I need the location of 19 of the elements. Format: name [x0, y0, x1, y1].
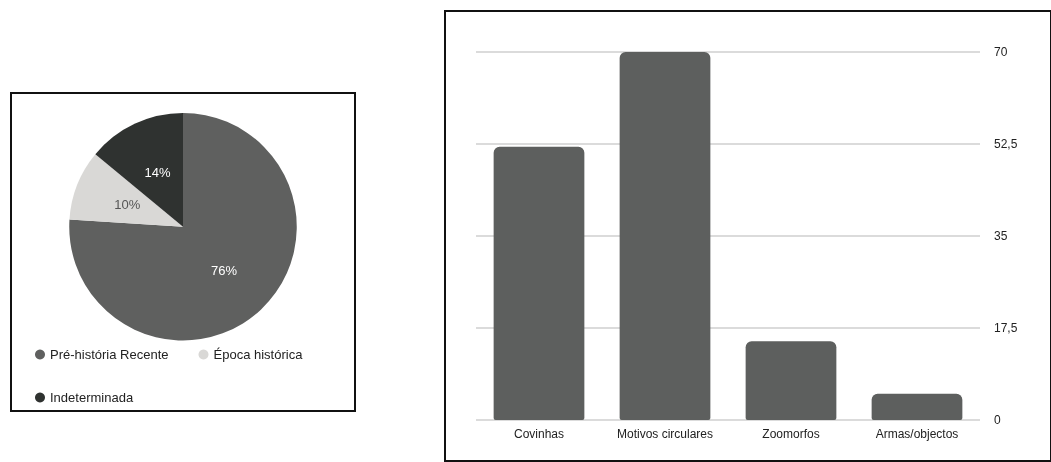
bar [871, 393, 963, 420]
legend-label: Época histórica [213, 347, 304, 362]
y-tick-label: 35 [994, 229, 1008, 243]
x-tick-label: Zoomorfos [762, 427, 820, 441]
data-label: 76% [210, 262, 238, 278]
x-tick-label: Armas/objectos [875, 427, 959, 441]
y-tick-label: 52,5 [994, 137, 1018, 151]
data-label: 10% [114, 197, 141, 213]
legend-label: Indeterminada [50, 390, 134, 405]
x-tick-label: Motivos circulares [616, 427, 714, 441]
data-label: 14% [144, 165, 171, 181]
y-tick-label: 0 [994, 413, 1001, 427]
legend-label: Pré-história Recente [50, 347, 169, 362]
y-tick-label: 70 [994, 45, 1008, 59]
bar [619, 52, 711, 420]
y-tick-label: 17,5 [994, 321, 1018, 335]
bar [493, 146, 585, 420]
bar [745, 341, 837, 420]
x-tick-label: Covinhas [513, 427, 565, 441]
